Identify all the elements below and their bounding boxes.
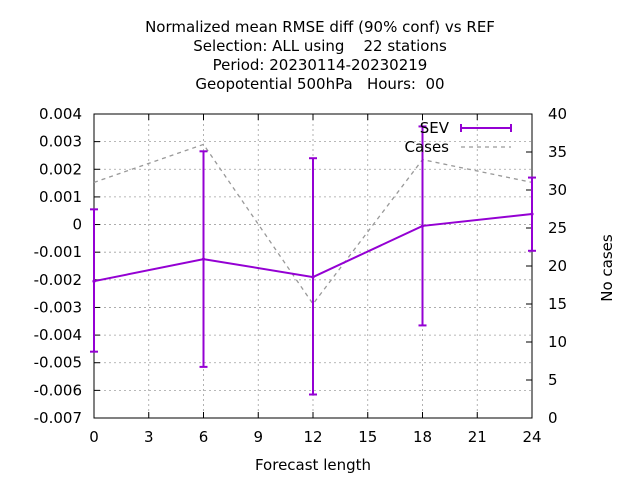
legend-label-sev: SEV <box>420 119 450 137</box>
y-tick-label: -0.004 <box>34 326 82 344</box>
y-tick-label: -0.001 <box>34 243 82 261</box>
y-tick-label: 0.003 <box>39 133 82 151</box>
x-tick-label: 3 <box>144 428 154 446</box>
x-tick-label: 6 <box>199 428 209 446</box>
x-tick-label: 0 <box>89 428 99 446</box>
y2-tick-label: 0 <box>548 409 558 427</box>
y-tick-label: 0.001 <box>39 188 82 206</box>
y-tick-label: 0 <box>72 216 82 234</box>
chart-title: Normalized mean RMSE diff (90% conf) vs … <box>145 18 495 93</box>
y2-tick-label: 20 <box>548 257 567 275</box>
x-tick-label: 18 <box>413 428 432 446</box>
x-tick-label: 12 <box>303 428 322 446</box>
sev-errorbar <box>199 150 208 368</box>
y2-tick-label: 35 <box>548 143 567 161</box>
y-tick-label: 0.004 <box>39 105 82 123</box>
x-tick-label: 15 <box>358 428 377 446</box>
x-axis-label: Forecast length <box>255 456 371 474</box>
y2-tick-label: 25 <box>548 219 567 237</box>
y-tick-label: 0.002 <box>39 160 82 178</box>
y-tick-label: -0.007 <box>34 409 82 427</box>
y2-tick-label: 10 <box>548 333 567 351</box>
title-line: Geopotential 500hPa Hours: 00 <box>195 75 444 93</box>
y2-tick-label: 15 <box>548 295 567 313</box>
series <box>90 125 536 396</box>
sev-point <box>201 257 206 261</box>
sev-point <box>530 212 534 216</box>
title-line: Period: 20230114-20230219 <box>213 56 428 74</box>
y-tick-label: -0.005 <box>34 354 82 372</box>
legend-label-cases: Cases <box>404 138 449 156</box>
sev-errorbar <box>528 176 536 252</box>
sev-errorbar <box>90 208 98 353</box>
sev-point <box>92 279 96 283</box>
y-tick-label: -0.002 <box>34 271 82 289</box>
x-tick-label: 9 <box>253 428 263 446</box>
title-line: Normalized mean RMSE diff (90% conf) vs … <box>145 18 495 36</box>
y2-tick-label: 5 <box>548 371 558 389</box>
x-tick-label: 24 <box>522 428 541 446</box>
sev-point <box>311 275 315 279</box>
y2-tick-label: 30 <box>548 181 567 199</box>
sev-point <box>420 224 425 228</box>
y2-axis-label: No cases <box>598 234 616 302</box>
title-line: Selection: ALL using 22 stations <box>193 37 447 55</box>
y-tick-label: -0.006 <box>34 381 82 399</box>
sev-errorbar <box>418 125 427 327</box>
axis-ticks: 0 3 6 9 12 15 18 21 24 -0.007 -0.006 -0.005 -0.004 -0… <box>34 105 567 446</box>
x-tick-label: 21 <box>468 428 487 446</box>
sev-errorbar <box>309 157 317 396</box>
y-tick-label: -0.003 <box>34 298 82 316</box>
y2-tick-label: 40 <box>548 105 567 123</box>
